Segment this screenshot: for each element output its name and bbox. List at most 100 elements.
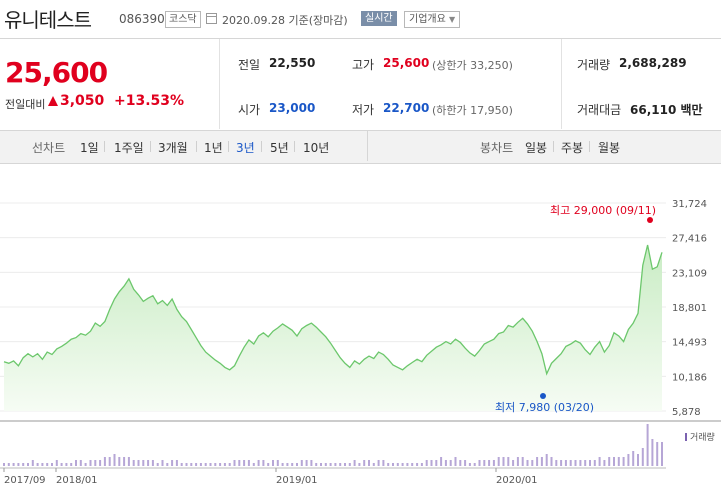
volume-value: 2,688,289 xyxy=(619,56,687,70)
max-price-dot xyxy=(647,217,653,223)
stock-code: 086390 xyxy=(119,12,165,26)
volume-bar xyxy=(579,460,582,466)
tab-3m[interactable]: 3개월 xyxy=(158,141,188,155)
x-tick-label: 2020/01 xyxy=(496,475,538,486)
volume-bar xyxy=(89,460,92,466)
volume-bar xyxy=(358,463,361,466)
volume-bar xyxy=(420,463,423,466)
volume-bar xyxy=(199,463,202,466)
volume-bar xyxy=(617,457,620,466)
volume-bar xyxy=(406,463,409,466)
price-change-pct: +13.53% xyxy=(114,93,185,109)
volume-bar xyxy=(363,460,366,466)
volume-bar xyxy=(113,454,116,466)
realtime-badge[interactable]: 실시간 xyxy=(361,11,397,26)
volume-bar xyxy=(430,460,433,466)
tab-daily[interactable]: 일봉 xyxy=(525,141,548,155)
tab-5y[interactable]: 5년 xyxy=(270,141,289,155)
price-line xyxy=(3,244,663,376)
tab-1w[interactable]: 1주일 xyxy=(114,141,144,155)
volume-bar xyxy=(233,460,236,466)
volume-bar xyxy=(651,439,654,466)
volume-bar xyxy=(555,460,558,466)
volume-bar xyxy=(142,460,145,466)
tab-10y[interactable]: 10년 xyxy=(303,141,330,155)
volume-bar xyxy=(276,460,279,466)
volume-bar xyxy=(70,463,73,466)
volume-bar xyxy=(151,460,154,466)
volume-bar xyxy=(641,448,644,466)
volume-bar xyxy=(118,457,121,466)
volume-bar xyxy=(84,463,87,466)
volume-bar xyxy=(334,463,337,466)
volume-bar xyxy=(156,463,159,466)
volume-bar xyxy=(190,463,193,466)
chart-tab-bar xyxy=(0,130,721,164)
tab-1y[interactable]: 1년 xyxy=(204,141,223,155)
volume-bar xyxy=(368,460,370,466)
tab-3y[interactable]: 3년 xyxy=(236,141,255,155)
calendar-icon xyxy=(206,13,217,24)
volume-bar xyxy=(473,463,476,466)
min-price-dot xyxy=(540,393,546,399)
chevron-down-icon: ▼ xyxy=(449,15,456,24)
volume-bar xyxy=(598,457,601,466)
volume-bar xyxy=(272,460,274,466)
x-tick-label: 2019/01 xyxy=(276,475,318,486)
volume-bar xyxy=(584,460,587,466)
price-change: 3,050 xyxy=(60,93,105,109)
company-overview-label: 기업개요 xyxy=(409,14,446,25)
company-overview-button[interactable]: 기업개요 ▼ xyxy=(404,11,461,28)
volume-bar xyxy=(7,463,10,466)
volume-bar xyxy=(387,463,390,466)
volume-bar xyxy=(603,460,606,466)
volume-label: 거래량 xyxy=(577,58,611,72)
date-basis: 2020.09.28 기준(장마감) xyxy=(222,14,348,27)
volume-bar xyxy=(483,460,486,466)
x-tick-label: 2018/01 xyxy=(56,475,98,486)
volume-bar xyxy=(545,454,548,466)
open-label: 시가 xyxy=(238,103,261,117)
volume-bar xyxy=(622,457,625,466)
y-tick-label: 31,724 xyxy=(672,199,707,210)
y-axis-labels: 31,724 27,416 23,109 18,801 14,493 10,186 5,87… xyxy=(672,199,707,418)
volume-bar xyxy=(560,460,563,466)
volume-bar xyxy=(94,460,97,466)
tab-weekly[interactable]: 주봉 xyxy=(561,141,584,155)
volume-bar xyxy=(492,460,495,466)
volume-bar xyxy=(171,460,174,466)
volume-bar xyxy=(166,463,169,466)
volume-bar xyxy=(569,460,572,466)
y-tick-label: 14,493 xyxy=(672,338,707,349)
volume-bar xyxy=(65,463,68,466)
volume-bar xyxy=(392,463,394,466)
tab-separator xyxy=(553,141,554,152)
volume-bar xyxy=(344,463,346,466)
volume-bar xyxy=(396,463,399,466)
volume-bar xyxy=(656,442,659,466)
divider xyxy=(367,131,368,161)
volume-bar xyxy=(27,463,29,466)
volume-bar xyxy=(209,463,212,466)
tab-separator xyxy=(589,141,590,152)
upper-limit: (상한가 33,250) xyxy=(432,59,513,72)
volume-bar xyxy=(175,460,178,466)
volume-bar xyxy=(79,460,82,466)
volume-bar xyxy=(507,457,510,466)
volume-bar xyxy=(180,463,183,466)
volume-bar xyxy=(497,457,500,466)
volume-bar xyxy=(214,463,217,466)
volume-bar xyxy=(291,463,294,466)
volume-bar xyxy=(468,463,471,466)
volume-bar xyxy=(488,460,491,466)
volume-bar xyxy=(411,463,414,466)
volume-bar xyxy=(564,460,567,466)
volume-bar xyxy=(613,457,615,466)
tab-1d[interactable]: 1일 xyxy=(80,141,99,155)
volume-bar xyxy=(41,463,44,466)
tab-monthly[interactable]: 월봉 xyxy=(598,141,621,155)
prev-close-label: 전일 xyxy=(238,58,261,72)
stock-name[interactable]: 유니테스트 xyxy=(4,8,92,32)
extreme-markers: 최고 29,000 (09/11) 최저 7,980 (03/20) xyxy=(495,204,656,414)
price-chart[interactable]: 31,724 27,416 23,109 18,801 14,493 10,186 5,87… xyxy=(0,163,721,500)
